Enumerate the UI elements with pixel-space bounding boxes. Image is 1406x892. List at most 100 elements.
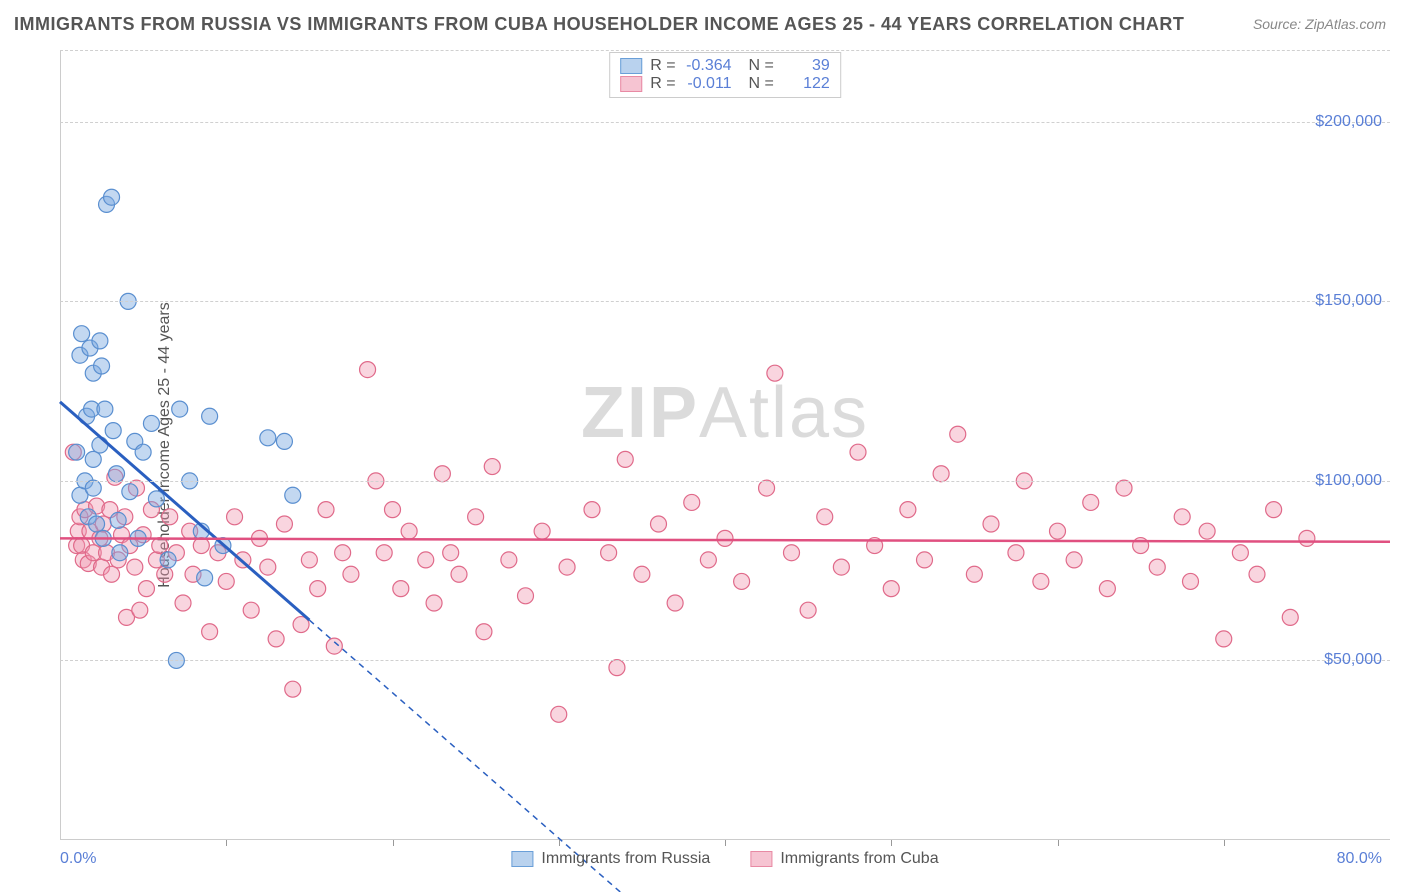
data-point <box>138 581 154 597</box>
gridline <box>60 301 1390 302</box>
x-max-label: 80.0% <box>1337 850 1382 868</box>
data-point <box>104 189 120 205</box>
data-point <box>883 581 899 597</box>
data-point <box>1066 552 1082 568</box>
data-point <box>900 502 916 518</box>
data-point <box>148 491 164 507</box>
n-value-cuba: 122 <box>782 75 830 93</box>
legend-label-cuba: Immigrants from Cuba <box>780 850 938 868</box>
data-point <box>933 466 949 482</box>
data-point <box>285 681 301 697</box>
data-point <box>1183 573 1199 589</box>
gridline <box>60 660 1390 661</box>
data-point <box>343 566 359 582</box>
data-point <box>85 480 101 496</box>
data-point <box>143 415 159 431</box>
data-point <box>1050 523 1066 539</box>
data-point <box>310 581 326 597</box>
y-tick-label: $100,000 <box>1315 472 1382 490</box>
data-point <box>202 624 218 640</box>
data-point <box>157 566 173 582</box>
data-point <box>175 595 191 611</box>
data-point <box>227 509 243 525</box>
bottom-legend: Immigrants from Russia Immigrants from C… <box>511 850 938 868</box>
data-point <box>700 552 716 568</box>
x-tick-mark <box>725 840 726 846</box>
legend-swatch-cuba <box>750 851 772 867</box>
data-point <box>601 545 617 561</box>
data-point <box>584 502 600 518</box>
data-point <box>651 516 667 532</box>
data-point <box>1008 545 1024 561</box>
data-point <box>684 494 700 510</box>
data-point <box>276 516 292 532</box>
data-point <box>202 408 218 424</box>
data-point <box>92 333 108 349</box>
data-point <box>850 444 866 460</box>
data-point <box>617 451 633 467</box>
data-point <box>260 430 276 446</box>
data-point <box>518 588 534 604</box>
data-point <box>376 545 392 561</box>
data-point <box>160 552 176 568</box>
data-point <box>418 552 434 568</box>
data-point <box>966 566 982 582</box>
source-attribution: Source: ZipAtlas.com <box>1253 16 1386 32</box>
r-label: R = <box>650 57 675 75</box>
r-label: R = <box>650 75 675 93</box>
stats-legend-box: R = -0.364 N = 39 R = -0.011 N = 122 <box>609 52 841 98</box>
data-point <box>1174 509 1190 525</box>
x-tick-mark <box>1224 840 1225 846</box>
y-tick-label: $50,000 <box>1324 651 1382 669</box>
x-tick-mark <box>891 840 892 846</box>
r-value-cuba: -0.011 <box>684 75 732 93</box>
data-point <box>127 559 143 575</box>
data-point <box>434 466 450 482</box>
data-point <box>1232 545 1248 561</box>
stats-row-russia: R = -0.364 N = 39 <box>620 57 830 75</box>
data-point <box>983 516 999 532</box>
x-min-label: 0.0% <box>60 850 96 868</box>
data-point <box>162 509 178 525</box>
chart-area: Householder Income Ages 25 - 44 years ZI… <box>60 50 1390 840</box>
data-point <box>243 602 259 618</box>
data-point <box>74 326 90 342</box>
data-point <box>1299 530 1315 546</box>
data-point <box>112 545 128 561</box>
data-point <box>634 566 650 582</box>
data-point <box>393 581 409 597</box>
data-point <box>197 570 213 586</box>
n-label: N = <box>740 75 774 93</box>
data-point <box>276 433 292 449</box>
data-point <box>89 516 105 532</box>
data-point <box>172 401 188 417</box>
data-point <box>1116 480 1132 496</box>
r-value-russia: -0.364 <box>684 57 732 75</box>
data-point <box>94 358 110 374</box>
data-point <box>800 602 816 618</box>
data-point <box>92 437 108 453</box>
y-tick-label: $200,000 <box>1315 113 1382 131</box>
data-point <box>484 459 500 475</box>
data-point <box>784 545 800 561</box>
data-point <box>335 545 351 561</box>
x-tick-mark <box>393 840 394 846</box>
data-point <box>817 509 833 525</box>
data-point <box>318 502 334 518</box>
swatch-russia <box>620 58 642 74</box>
data-point <box>360 362 376 378</box>
data-point <box>385 502 401 518</box>
data-point <box>950 426 966 442</box>
data-point <box>152 538 168 554</box>
data-point <box>451 566 467 582</box>
n-label: N = <box>740 57 774 75</box>
data-point <box>1083 494 1099 510</box>
data-point <box>109 466 125 482</box>
data-point <box>476 624 492 640</box>
data-point <box>132 602 148 618</box>
data-point <box>426 595 442 611</box>
data-point <box>105 423 121 439</box>
legend-item-cuba: Immigrants from Cuba <box>750 850 938 868</box>
data-point <box>1216 631 1232 647</box>
data-point <box>667 595 683 611</box>
